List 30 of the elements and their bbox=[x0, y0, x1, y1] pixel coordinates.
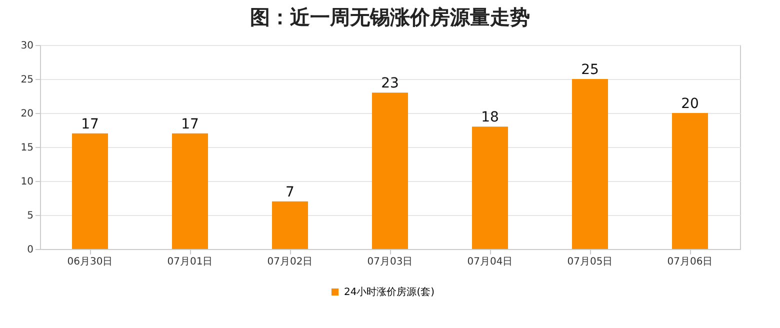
x-tick-label: 07月06日 bbox=[667, 256, 713, 268]
bar bbox=[572, 79, 608, 249]
data-label: 18 bbox=[481, 110, 499, 126]
data-label: 20 bbox=[681, 96, 699, 112]
data-label: 7 bbox=[286, 184, 294, 200]
data-label: 17 bbox=[81, 116, 99, 132]
x-tick-label: 07月04日 bbox=[467, 256, 513, 268]
bar bbox=[372, 92, 408, 249]
x-tick-label: 07月03日 bbox=[367, 256, 413, 268]
x-tick-label: 07月01日 bbox=[167, 256, 213, 268]
data-label: 25 bbox=[581, 62, 599, 78]
bar bbox=[72, 133, 108, 249]
y-tick-label: 30 bbox=[20, 40, 34, 52]
legend-label: 24小时涨价房源(套) bbox=[344, 286, 435, 298]
bar bbox=[672, 113, 708, 249]
bar bbox=[472, 126, 508, 249]
data-label: 17 bbox=[181, 116, 199, 132]
y-tick-label: 25 bbox=[20, 74, 34, 86]
bar bbox=[172, 133, 208, 249]
chart-title: 图：近一周无锡涨价房源量走势 bbox=[250, 5, 530, 29]
x-tick-label: 07月05日 bbox=[567, 256, 613, 268]
x-tick-label: 06月30日 bbox=[67, 256, 113, 268]
y-tick-label: 0 bbox=[27, 244, 34, 256]
y-tick-label: 5 bbox=[27, 210, 34, 222]
x-tick-label: 07月02日 bbox=[267, 256, 313, 268]
y-tick-label: 20 bbox=[20, 108, 34, 120]
y-tick-label: 15 bbox=[20, 142, 34, 154]
y-tick-label: 10 bbox=[20, 176, 34, 188]
bar bbox=[272, 201, 308, 249]
data-label: 23 bbox=[381, 76, 399, 92]
